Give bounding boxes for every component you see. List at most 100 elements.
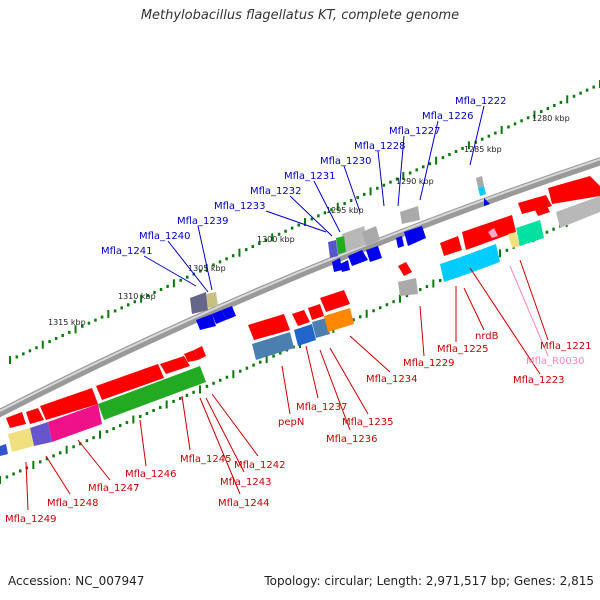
gene-block-1239[interactable] bbox=[196, 314, 216, 330]
cds-block-1223[interactable] bbox=[516, 220, 544, 246]
forward-gene-label[interactable]: Mfla_1230 bbox=[320, 156, 372, 167]
reverse-gene-label[interactable]: Mfla_1234 bbox=[366, 374, 418, 385]
cds-block-1222[interactable] bbox=[476, 176, 484, 188]
reverse-gene-label[interactable]: nrdB bbox=[475, 331, 499, 342]
forward-gene-label[interactable]: Mfla_1227 bbox=[389, 126, 441, 137]
reverse-gene-label[interactable]: Mfla_1223 bbox=[513, 375, 565, 386]
gene-block-1247[interactable] bbox=[40, 388, 98, 420]
reverse-gene-label[interactable]: Mfla_1235 bbox=[342, 417, 394, 428]
cds-block-1236[interactable] bbox=[312, 318, 330, 338]
forward-gene-label[interactable]: Mfla_1222 bbox=[455, 96, 507, 107]
cds-block-1232[interactable] bbox=[328, 240, 338, 258]
scale-labels: 1280 kbp 1285 kbp 1290 kbp 1295 kbp 1300… bbox=[48, 114, 570, 327]
scale-tick-mark bbox=[192, 390, 195, 394]
gene-block-1242[interactable] bbox=[160, 356, 190, 374]
reverse-gene-label[interactable]: Mfla_1225 bbox=[437, 344, 489, 355]
scale-tick-mark bbox=[140, 294, 143, 303]
reverse-gene-label[interactable]: Mfla_1249 bbox=[5, 514, 57, 525]
gene-block-1226[interactable] bbox=[404, 226, 426, 246]
gene-block-1249[interactable] bbox=[6, 412, 26, 428]
gene-block-1230[interactable] bbox=[348, 250, 368, 266]
reverse-gene-label[interactable]: pepN bbox=[278, 417, 304, 428]
scale-tick-mark bbox=[365, 309, 368, 318]
gene-block-1222[interactable] bbox=[484, 198, 490, 206]
reverse-gene-label[interactable]: Mfla_1242 bbox=[234, 460, 286, 471]
forward-gene-label[interactable]: Mfla_1240 bbox=[139, 231, 191, 242]
reverse-gene-label[interactable]: Mfla_1246 bbox=[125, 469, 177, 480]
scale-tick-mark bbox=[526, 116, 530, 120]
reverse-gene-label[interactable]: Mfla_1245 bbox=[180, 454, 232, 465]
gene-block-1235[interactable] bbox=[292, 310, 310, 326]
gene-block-1243[interactable] bbox=[184, 350, 198, 362]
gene-block-1223b[interactable] bbox=[534, 204, 550, 216]
scale-tick-mark bbox=[500, 126, 503, 134]
gene-block-1245[interactable] bbox=[96, 364, 164, 400]
cds-block-1247[interactable] bbox=[30, 422, 52, 446]
gene-block-1240[interactable] bbox=[212, 310, 226, 324]
forward-gene-label[interactable]: Mfla_1232 bbox=[250, 186, 302, 197]
scale-tick-mark bbox=[212, 263, 215, 267]
forward-gene-label[interactable]: Mfla_1239 bbox=[177, 216, 229, 227]
cds-block-1239[interactable] bbox=[190, 292, 208, 314]
cds-block-1245[interactable] bbox=[98, 366, 206, 420]
cds-block-1248[interactable] bbox=[8, 428, 34, 452]
cds-block-1228[interactable] bbox=[362, 226, 380, 246]
cds-block-1246[interactable] bbox=[48, 404, 102, 442]
gene-block-1244[interactable] bbox=[194, 346, 206, 360]
scale-tick-mark bbox=[330, 208, 333, 212]
scale-tick-mark bbox=[448, 153, 451, 157]
scale-tick-mark bbox=[467, 141, 470, 150]
gene-block-1225[interactable] bbox=[440, 236, 462, 256]
gene-block-1231[interactable] bbox=[366, 246, 382, 262]
gene-block-1234[interactable] bbox=[248, 314, 290, 340]
scale-tick-mark bbox=[279, 351, 282, 355]
gene-block-1227[interactable] bbox=[396, 236, 404, 248]
reverse-gene-label[interactable]: Mfla_1229 bbox=[403, 358, 455, 369]
cds-block-1225[interactable] bbox=[440, 258, 462, 282]
reverse-gene-label[interactable]: Mfla_1237 bbox=[296, 402, 348, 413]
cds-block-1221[interactable] bbox=[556, 196, 600, 228]
reverse-gene-label[interactable]: Mfla_1243 bbox=[220, 477, 272, 488]
cds-block-1222b[interactable] bbox=[478, 186, 486, 196]
cds-block-1249[interactable] bbox=[0, 444, 8, 456]
gene-block-1221[interactable] bbox=[548, 176, 600, 204]
label-leader-lines bbox=[25, 105, 549, 511]
cds-block-1226[interactable] bbox=[400, 206, 420, 224]
gene-block-1229[interactable] bbox=[398, 262, 412, 276]
forward-gene-label[interactable]: Mfla_1231 bbox=[284, 171, 336, 182]
gene-block-1237[interactable] bbox=[320, 290, 350, 312]
cds-block-1234[interactable] bbox=[252, 332, 294, 360]
label-leader-line bbox=[377, 150, 385, 207]
cds-block-1237[interactable] bbox=[324, 308, 354, 332]
reverse-gene-label[interactable]: Mfla_1236 bbox=[326, 434, 378, 445]
gene-block-1232[interactable] bbox=[332, 258, 342, 272]
gene-block-rna[interactable] bbox=[488, 228, 498, 238]
reverse-gene-label[interactable]: Mfla_1244 bbox=[218, 498, 270, 509]
cds-block-1235[interactable] bbox=[294, 324, 316, 346]
label-leader-line bbox=[329, 347, 369, 415]
scale-tick-mark bbox=[245, 366, 249, 370]
cds-block-nrdb[interactable] bbox=[458, 244, 500, 276]
gene-block-1223[interactable] bbox=[518, 195, 552, 214]
reverse-gene-label[interactable]: Mfla_1221 bbox=[540, 341, 592, 352]
reverse-gene-label[interactable]: Mfla_R0030 bbox=[526, 356, 584, 367]
scale-tick-mark bbox=[553, 103, 556, 107]
gene-block-1233[interactable] bbox=[340, 260, 350, 272]
gene-block-1236[interactable] bbox=[308, 304, 324, 320]
forward-gene-label[interactable]: Mfla_1228 bbox=[354, 141, 406, 152]
cds-block-1229[interactable] bbox=[398, 278, 418, 296]
scale-tick-mark bbox=[461, 146, 464, 150]
forward-gene-label[interactable]: Mfla_1241 bbox=[101, 246, 153, 257]
scale-tick-mark bbox=[28, 349, 32, 353]
gene-block-1248[interactable] bbox=[26, 408, 44, 424]
cds-block-1223b[interactable] bbox=[508, 232, 520, 248]
reverse-gene-label[interactable]: Mfla_1248 bbox=[47, 498, 99, 509]
scale-tick-mark bbox=[74, 325, 77, 334]
reverse-gene-label[interactable]: Mfla_1247 bbox=[88, 483, 140, 494]
cds-block-1240[interactable] bbox=[206, 292, 218, 308]
cds-block-1230[interactable] bbox=[342, 226, 368, 252]
cds-block-1231[interactable] bbox=[336, 236, 346, 254]
forward-gene-label[interactable]: Mfla_1233 bbox=[214, 201, 266, 212]
forward-gene-label[interactable]: Mfla_1226 bbox=[422, 111, 474, 122]
gene-block-1241[interactable] bbox=[222, 306, 236, 320]
